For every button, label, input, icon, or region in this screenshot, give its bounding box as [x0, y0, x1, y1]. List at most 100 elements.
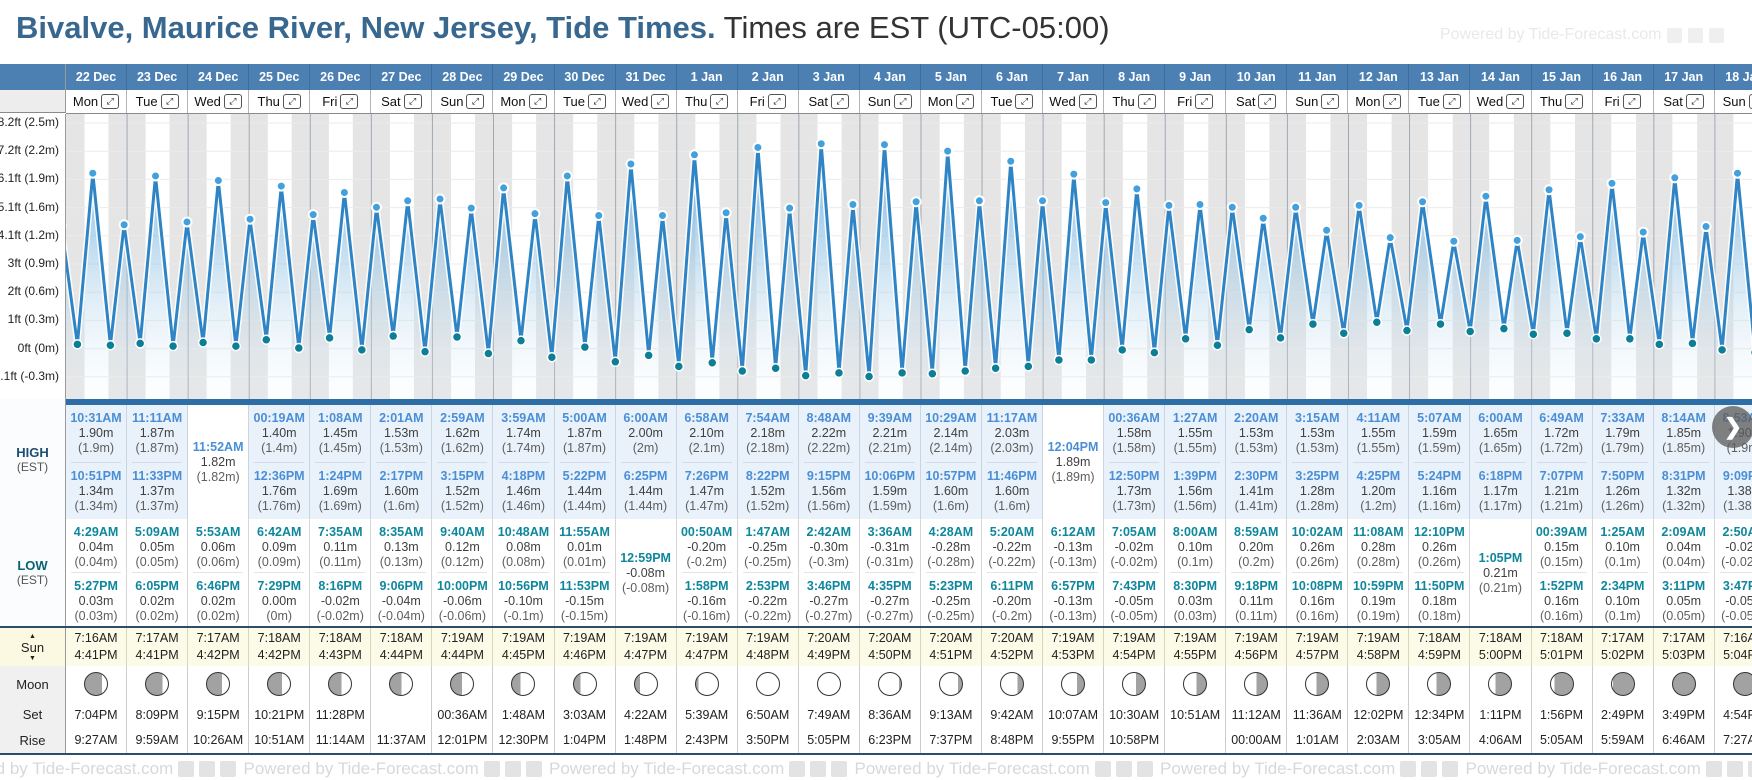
high-tide-entry: 6:49AM 1.72m (1.72m) [1532, 405, 1592, 462]
expand-day-button[interactable]: ⤢ [1442, 94, 1461, 109]
tide-entry-divider [681, 461, 732, 463]
tide-entry-divider [437, 461, 488, 463]
day-cell: Sat ⤢ [798, 90, 860, 113]
sun-times-cell: 7:19AM 4:44PM [432, 628, 494, 666]
date-header-cell: 22 Dec [66, 64, 128, 90]
high-tide-point [1417, 196, 1429, 208]
sunrise-time: 7:20AM [929, 631, 973, 645]
high-tide-cell: 2:01AM 1.53m (1.53m) 2:17PM 1.60m (1.6m) [371, 405, 433, 519]
footer: Powered by Tide-Forecast.com Powered by T… [0, 755, 1752, 780]
expand-day-button[interactable]: ⤢ [767, 94, 786, 109]
tide-height-paren: (-0.2m) [686, 555, 727, 569]
expand-day-button[interactable]: ⤢ [1506, 94, 1525, 109]
expand-day-button[interactable]: ⤢ [956, 94, 975, 109]
high-tide-point [1384, 232, 1396, 244]
expand-day-button[interactable]: ⤢ [160, 94, 179, 109]
header-watermark: Powered by Tide-Forecast.com [1440, 26, 1725, 44]
low-tide-time: 2:09AM [1661, 525, 1706, 539]
expand-day-button[interactable]: ⤢ [1622, 94, 1641, 109]
moonrise-cell: 5:59AM [1592, 727, 1654, 753]
moon-phase-icon [511, 672, 536, 696]
expand-day-button[interactable]: ⤢ [893, 94, 912, 109]
tide-height: 0.10m [1605, 594, 1640, 608]
tide-height-paren: (1.16m) [1417, 498, 1461, 513]
expand-day-button[interactable]: ⤢ [1565, 94, 1584, 109]
high-tide-entry: 1:27AM 1.55m (1.55m) [1165, 405, 1225, 462]
high-tide-time: 2:01AM [379, 411, 424, 425]
tide-entry-divider [559, 572, 610, 573]
high-tide-cell: 2:59AM 1.62m (1.62m) 3:15PM 1.52m (1.52m) [432, 405, 494, 519]
moonset-cell: 11:28PM [310, 702, 372, 727]
date-header-cell: 13 Jan [1409, 64, 1471, 90]
expand-day-button[interactable]: ⤢ [101, 94, 120, 109]
page-title-location: Bivalve, Maurice River, New Jersey, Tide… [16, 10, 716, 45]
tide-height: 1.56m [811, 483, 847, 498]
expand-day-button[interactable]: ⤢ [1748, 94, 1752, 109]
day-label: Tue [990, 94, 1013, 109]
expand-day-button[interactable]: ⤢ [466, 94, 485, 109]
moon-phase-cell [371, 666, 433, 702]
high-tide-time: 3:15PM [440, 468, 485, 483]
expand-day-button[interactable]: ⤢ [1137, 94, 1156, 109]
moonrise-cell: 12:30PM [493, 727, 555, 753]
day-cell: Mon ⤢ [920, 90, 982, 113]
expand-day-button[interactable]: ⤢ [528, 94, 547, 109]
expand-day-button[interactable]: ⤢ [223, 94, 242, 109]
tide-height-paren: (0.12m) [440, 555, 484, 569]
tide-height-paren: (-0.27m) [805, 609, 853, 623]
expand-day-button[interactable]: ⤢ [1195, 94, 1214, 109]
expand-day-button[interactable]: ⤢ [1015, 94, 1034, 109]
high-tide-row: 10:31AM 1.90m (1.9m) 10:51PM 1.34m (1.34m) 11:… [66, 405, 1752, 519]
low-tide-point [1464, 326, 1476, 337]
expand-day-button[interactable]: ⤢ [1685, 94, 1704, 109]
tide-height: 1.65m [1483, 426, 1518, 440]
day-label: Mon [1355, 94, 1381, 109]
expand-day-button[interactable]: ⤢ [403, 94, 422, 109]
high-tide-point [465, 202, 477, 214]
day-label: Thu [1112, 94, 1135, 109]
low-tide-entry: 5:09AM 0.05m (0.05m) [127, 519, 187, 572]
expand-day-button[interactable]: ⤢ [587, 94, 606, 109]
expand-day-button[interactable]: ⤢ [1258, 94, 1277, 109]
tide-height-paren: (1.9m) [77, 441, 115, 455]
sunrise-time: 7:19AM [440, 631, 484, 645]
high-tide-time: 2:20AM [1233, 411, 1279, 425]
low-tide-entry: 00:50AM -0.20m (-0.2m) [677, 519, 737, 572]
expand-day-button[interactable]: ⤢ [1383, 94, 1402, 109]
sunset-arrow-icon: ▼ [29, 654, 36, 662]
sunrise-time: 7:18AM [1417, 631, 1461, 645]
high-tide-entry: 6:58AM 2.10m (2.1m) [677, 405, 737, 462]
expand-day-button[interactable]: ⤢ [651, 94, 670, 109]
tide-height: -0.30m [809, 540, 849, 554]
sunset-time: 4:42PM [257, 648, 301, 662]
low-tide-entry: 11:53PM -0.15m (-0.15m) [555, 573, 615, 626]
scroll-next-button[interactable]: ❯ [1712, 406, 1752, 448]
expand-day-button[interactable]: ⤢ [1321, 94, 1340, 109]
watermark-icon [504, 761, 521, 777]
moon-phase-cell [127, 666, 189, 702]
tide-entry-divider [1536, 572, 1587, 573]
watermark-icon [1115, 761, 1132, 777]
expand-day-button[interactable]: ⤢ [340, 94, 359, 109]
low-tide-time: 3:46PM [806, 579, 851, 593]
moon-phase-icon [1061, 672, 1086, 696]
tide-height-paren: (-0.05m) [1721, 609, 1752, 623]
low-tide-cell: 7:05AM -0.02m (-0.02m) 7:43PM -0.05m (-0.05m) [1104, 519, 1166, 626]
moonset-cell: 12:34PM [1409, 702, 1471, 727]
expand-day-button[interactable]: ⤢ [710, 94, 729, 109]
expand-day-button[interactable]: ⤢ [282, 94, 301, 109]
day-cell: Mon ⤢ [1348, 90, 1410, 113]
high-tide-entry: 1:08AM 1.45m (1.45m) [310, 405, 370, 462]
tide-height-paren: (1.53m) [379, 441, 423, 455]
sunset-time: 5:00PM [1478, 648, 1523, 662]
tide-entry-divider [132, 461, 183, 463]
high-tide-time: 5:07AM [1417, 411, 1462, 425]
tide-height-paren: (-0.02m) [316, 609, 364, 623]
date-header-cell: 16 Jan [1593, 64, 1654, 90]
sunset-time: 4:41PM [74, 648, 118, 662]
expand-day-button[interactable]: ⤢ [831, 94, 850, 109]
expand-day-button[interactable]: ⤢ [1078, 94, 1097, 109]
tide-height: -0.31m [870, 540, 910, 554]
moonset-cell: 00:36AM [432, 702, 494, 727]
tide-height-paren: (0.26m) [1295, 555, 1339, 569]
